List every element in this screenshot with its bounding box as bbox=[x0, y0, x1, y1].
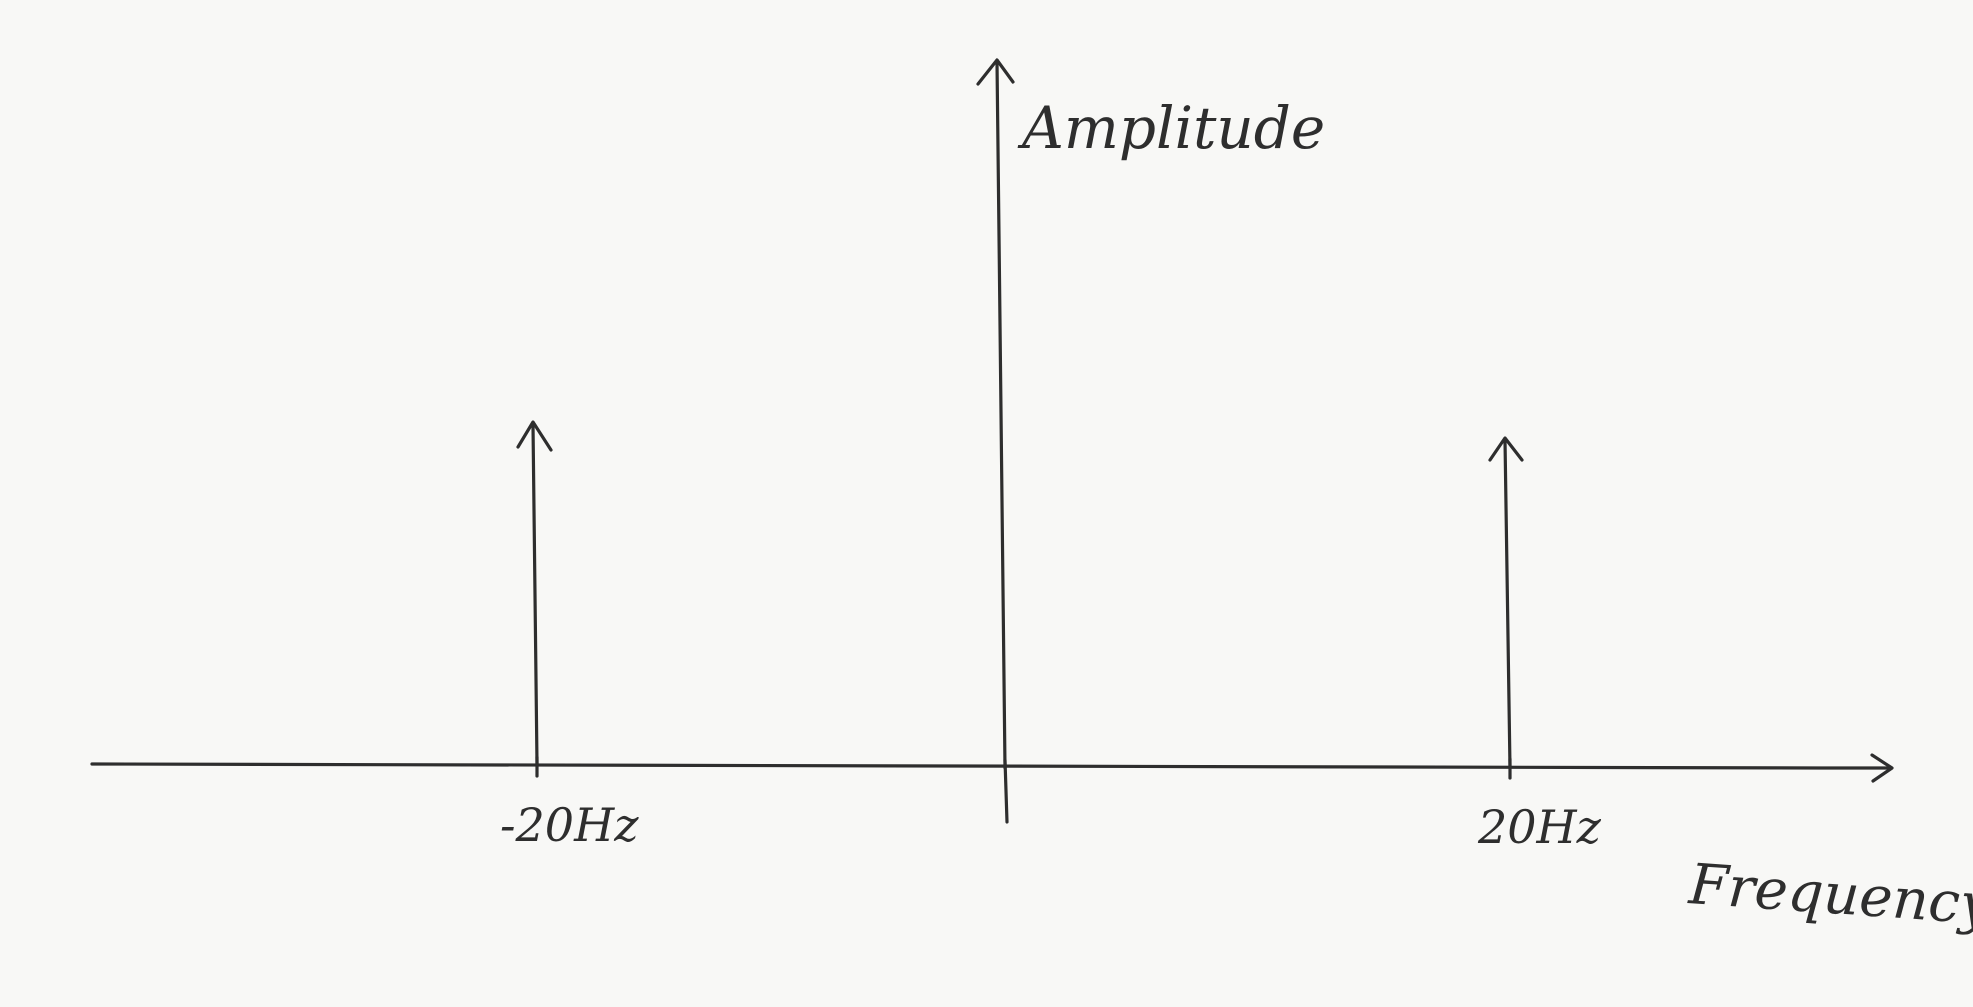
impulse-minus-20-label: -20Hz bbox=[500, 798, 639, 852]
amplitude-axis-label: Amplitude bbox=[1017, 94, 1325, 162]
amplitude-axis bbox=[976, 58, 1015, 770]
impulse-minus-20 bbox=[516, 420, 553, 766]
impulse-plus-20-stem bbox=[1503, 438, 1512, 770]
frequency-axis-line bbox=[90, 762, 1892, 770]
impulse-plus-20 bbox=[1488, 436, 1524, 770]
impulse-minus-20-arrowhead bbox=[516, 420, 553, 452]
impulse-plus-20-label: 20Hz bbox=[1477, 800, 1602, 854]
impulse-plus-20-arrowhead bbox=[1488, 436, 1524, 462]
frequency-axis-label: Frequency bbox=[1686, 852, 1973, 938]
frequency-axis bbox=[90, 753, 1894, 824]
frequency-axis-arrowhead bbox=[1870, 753, 1894, 783]
amplitude-axis-line bbox=[995, 60, 1007, 770]
impulse-minus-20-stem bbox=[531, 423, 539, 766]
amplitude-axis-arrowhead bbox=[976, 58, 1015, 86]
origin-tick bbox=[1003, 758, 1009, 824]
